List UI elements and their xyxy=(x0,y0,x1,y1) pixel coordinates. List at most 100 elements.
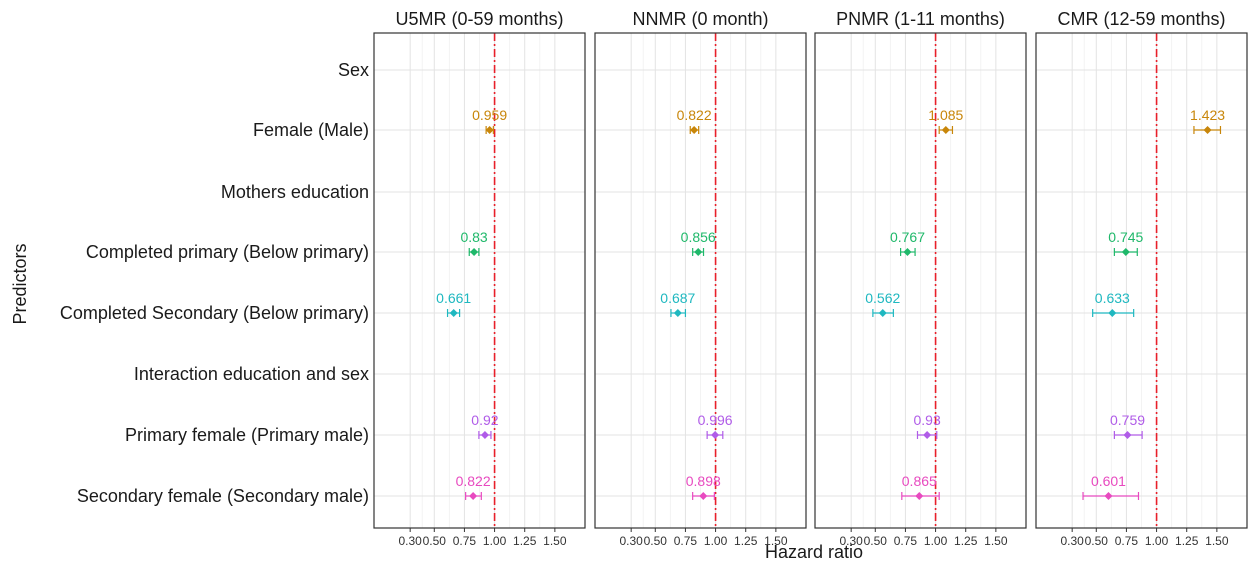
x-tick-label: 1.50 xyxy=(764,534,788,548)
estimate-marker: 1.085 xyxy=(928,107,964,134)
estimate-marker: 0.759 xyxy=(1110,412,1145,439)
panel-title: CMR (12-59 months) xyxy=(1057,9,1225,29)
row-label: Secondary female (Secondary male) xyxy=(77,486,369,506)
x-tick-label: 0.30 xyxy=(619,534,643,548)
data-label: 0.759 xyxy=(1110,412,1145,428)
data-label: 0.92 xyxy=(471,412,498,428)
x-tick-label: 1.25 xyxy=(734,534,758,548)
row-label: Mothers education xyxy=(221,182,369,202)
panel-border xyxy=(373,32,586,529)
row-label: Female (Male) xyxy=(253,120,369,140)
x-tick-label: 0.30 xyxy=(839,534,863,548)
x-tick-label: 1.00 xyxy=(924,534,948,548)
data-label: 0.767 xyxy=(890,229,925,245)
data-label: 0.633 xyxy=(1095,290,1130,306)
x-tick-label: 1.50 xyxy=(1205,534,1229,548)
x-tick-label: 0.50 xyxy=(1085,534,1109,548)
row-label: Completed Secondary (Below primary) xyxy=(60,303,369,323)
data-label: 0.996 xyxy=(698,412,733,428)
estimate-marker: 0.562 xyxy=(865,290,900,317)
estimate-marker: 0.601 xyxy=(1082,473,1140,500)
row-label: Interaction education and sex xyxy=(134,364,369,384)
panel: CMR (12-59 months) 1.423 0.745 0.633 0.759 0.… xyxy=(1035,9,1248,548)
point-estimate xyxy=(690,126,699,134)
data-label: 0.822 xyxy=(677,107,712,123)
panel: U5MR (0-59 months) 0.959 0.83 0.661 0.92 0.82… xyxy=(373,9,586,548)
point-estimate xyxy=(485,126,494,134)
point-estimate xyxy=(480,431,489,439)
estimate-marker: 0.633 xyxy=(1092,290,1135,317)
panel-border xyxy=(814,32,1027,529)
estimate-marker: 0.687 xyxy=(660,290,696,317)
x-tick-label: 1.25 xyxy=(1175,534,1199,548)
data-label: 1.085 xyxy=(928,107,963,123)
x-tick-label: 0.75 xyxy=(453,534,477,548)
point-estimate xyxy=(673,309,682,317)
point-estimate xyxy=(1203,126,1212,134)
point-estimate xyxy=(1121,248,1130,256)
point-estimate xyxy=(1108,309,1117,317)
x-tick-label: 0.75 xyxy=(1115,534,1139,548)
row-label: Primary female (Primary male) xyxy=(125,425,369,445)
x-tick-label: 0.50 xyxy=(423,534,447,548)
x-tick-label: 1.00 xyxy=(483,534,507,548)
data-label: 0.898 xyxy=(686,473,721,489)
estimate-marker: 0.93 xyxy=(914,412,941,439)
estimate-marker: 0.83 xyxy=(460,229,488,256)
estimate-marker: 0.959 xyxy=(472,107,507,134)
estimate-marker: 0.856 xyxy=(681,229,716,256)
x-tick-label: 0.75 xyxy=(894,534,918,548)
panel: NNMR (0 month) 0.822 0.856 0.687 0.996 0.898 0… xyxy=(594,9,807,548)
x-tick-label: 1.25 xyxy=(954,534,978,548)
x-tick-label: 1.25 xyxy=(513,534,537,548)
panels: U5MR (0-59 months) 0.959 0.83 0.661 0.92 0.82… xyxy=(373,9,1248,548)
panel-border xyxy=(1035,32,1248,529)
point-estimate xyxy=(470,248,479,256)
x-tick-label: 0.50 xyxy=(644,534,668,548)
estimate-marker: 0.92 xyxy=(471,412,499,439)
data-label: 0.745 xyxy=(1108,229,1143,245)
data-label: 0.822 xyxy=(456,473,491,489)
data-label: 0.687 xyxy=(660,290,695,306)
data-label: 0.856 xyxy=(681,229,716,245)
x-tick-label: 0.30 xyxy=(398,534,422,548)
estimate-marker: 1.423 xyxy=(1190,107,1225,134)
data-label: 0.562 xyxy=(865,290,900,306)
panel-title: PNMR (1-11 months) xyxy=(836,9,1005,29)
point-estimate xyxy=(694,248,703,256)
x-axis-title: Hazard ratio xyxy=(765,542,863,562)
point-estimate xyxy=(923,431,932,439)
point-estimate xyxy=(699,492,708,500)
panel-title: NNMR (0 month) xyxy=(632,9,768,29)
estimate-marker: 0.996 xyxy=(698,412,733,439)
x-tick-label: 1.00 xyxy=(1145,534,1169,548)
point-estimate xyxy=(1104,492,1113,500)
x-tick-label: 0.75 xyxy=(674,534,698,548)
estimate-marker: 0.661 xyxy=(436,290,471,317)
estimate-marker: 0.865 xyxy=(901,473,940,500)
data-label: 0.865 xyxy=(902,473,937,489)
point-estimate xyxy=(941,126,950,134)
point-estimate xyxy=(903,248,912,256)
point-estimate xyxy=(469,492,478,500)
x-tick-label: 1.50 xyxy=(543,534,567,548)
row-label: Completed primary (Below primary) xyxy=(86,242,369,262)
data-label: 0.93 xyxy=(914,412,941,428)
point-estimate xyxy=(878,309,887,317)
data-label: 0.959 xyxy=(472,107,507,123)
row-label: Sex xyxy=(338,60,369,80)
point-estimate xyxy=(915,492,924,500)
x-tick-label: 0.50 xyxy=(864,534,888,548)
data-label: 1.423 xyxy=(1190,107,1225,123)
point-estimate xyxy=(711,431,720,439)
row-labels: Sex Female (Male) Mothers education Complet… xyxy=(60,60,369,506)
data-label: 0.661 xyxy=(436,290,471,306)
data-label: 0.83 xyxy=(460,229,487,245)
panel-title: U5MR (0-59 months) xyxy=(395,9,563,29)
point-estimate xyxy=(1123,431,1132,439)
estimate-marker: 0.822 xyxy=(456,473,491,500)
panel-border xyxy=(594,32,807,529)
y-axis-title: Predictors xyxy=(10,243,30,324)
point-estimate xyxy=(449,309,458,317)
